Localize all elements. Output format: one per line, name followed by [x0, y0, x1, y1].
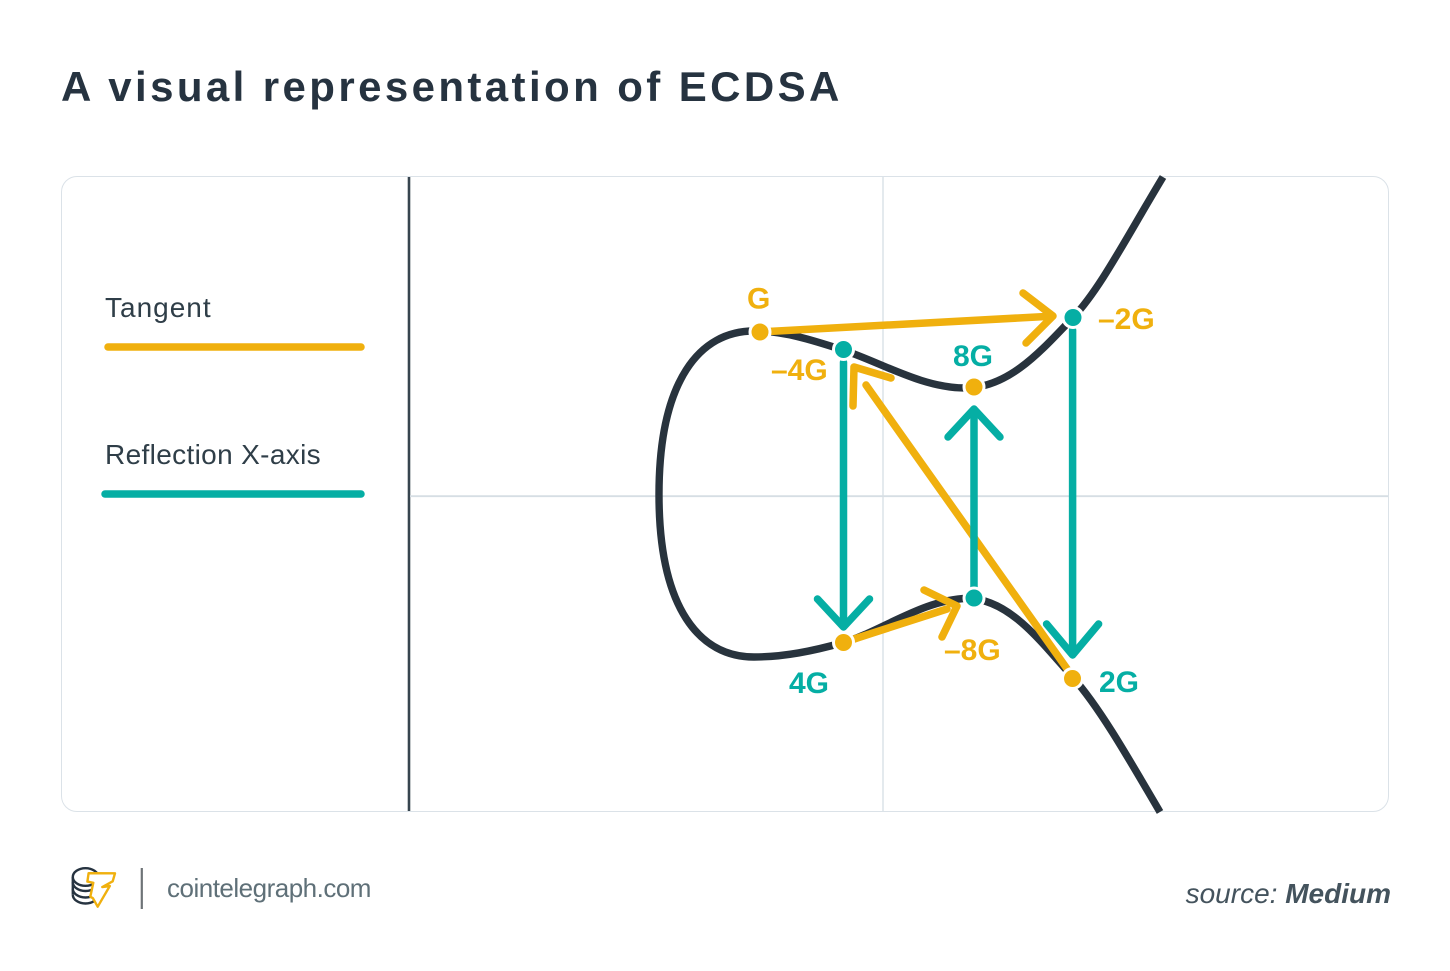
svg-text:2G: 2G	[1099, 666, 1139, 699]
svg-text:4G: 4G	[789, 667, 829, 700]
svg-text:8G: 8G	[953, 340, 993, 373]
svg-text:–2G: –2G	[1098, 303, 1155, 336]
svg-text:–8G: –8G	[944, 634, 1001, 667]
svg-text:–4G: –4G	[771, 354, 828, 387]
svg-text:G: G	[747, 283, 770, 316]
